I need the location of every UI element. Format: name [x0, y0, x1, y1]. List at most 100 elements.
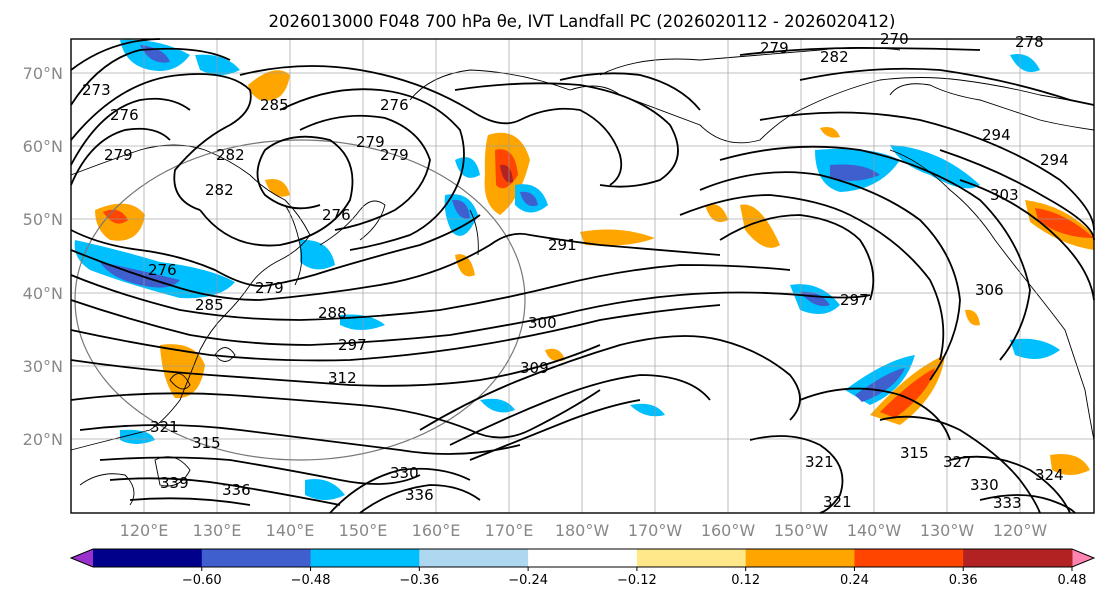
contour-line — [949, 455, 1071, 514]
shade-blob-positive — [705, 204, 728, 223]
lon-tick-label: 180°W — [555, 521, 610, 540]
shade-blob-positive — [965, 309, 980, 326]
contour-line — [799, 67, 1095, 106]
contour-label: 330 — [390, 464, 419, 482]
contour-line — [70, 47, 231, 106]
shade-blob-negative — [855, 368, 905, 402]
contour-label: 282 — [820, 48, 849, 66]
contour-line — [70, 232, 721, 301]
contour-line — [70, 214, 481, 287]
shade-blob-negative — [120, 429, 155, 444]
shade-blob-negative — [452, 199, 470, 219]
lat-tick-label: 20°N — [23, 430, 63, 449]
contour-line — [199, 135, 354, 247]
contour-line — [799, 387, 951, 441]
contour-label: 336 — [405, 486, 434, 504]
contour-line — [699, 171, 961, 381]
contour-label: 333 — [993, 494, 1022, 512]
shade-blob-positive — [1050, 454, 1090, 475]
contour-line — [449, 374, 711, 446]
contour-label: 276 — [110, 106, 139, 124]
colorbar-outline — [69, 548, 1096, 568]
contour-line — [749, 435, 844, 514]
contour-line — [70, 264, 791, 321]
map-background — [71, 39, 1094, 513]
contour-line — [109, 477, 341, 506]
contour-line — [70, 389, 601, 439]
shade-blob-positive — [500, 164, 513, 183]
shade-blob-negative — [1010, 338, 1060, 359]
contour-line — [70, 127, 171, 186]
map-panel: 273 276 279 282 285 276 279 282 276 279 … — [70, 30, 1095, 514]
contour-label: 282 — [205, 181, 234, 199]
colorbar-tick-label: 0.12 — [731, 573, 760, 588]
contour-label: 315 — [900, 444, 929, 462]
contour-label: 273 — [82, 81, 111, 99]
colorbar-tick-label: −0.24 — [508, 573, 548, 588]
lat-tick-label: 60°N — [23, 137, 63, 156]
contour-line — [759, 111, 1095, 231]
graticule — [71, 39, 1094, 513]
colorbar-extend-high — [1072, 549, 1094, 567]
shade-blob-positive — [455, 254, 475, 277]
contour-line — [239, 65, 623, 186]
shade-blob-negative — [830, 164, 880, 181]
lon-tick-label: 120°E — [120, 521, 169, 540]
colorbar-segment — [201, 549, 312, 567]
contour-line — [70, 304, 721, 362]
contour-line — [454, 82, 679, 188]
contour-label: 297 — [840, 291, 869, 309]
contour-line — [70, 291, 871, 346]
contour-line — [469, 399, 641, 461]
colorbar-tick-label: −0.12 — [617, 573, 657, 588]
shade-blob-positive — [820, 127, 840, 138]
contour-label: 279 — [255, 279, 284, 297]
contour-label: 300 — [528, 314, 557, 332]
map-frame — [70, 38, 1095, 514]
contour-line — [939, 149, 1095, 241]
contour-line — [719, 214, 875, 301]
lon-tick-label: 130°W — [920, 521, 975, 540]
colorbar-segment — [854, 549, 964, 567]
shade-blob-negative — [480, 398, 515, 413]
contour-labels: 273 276 279 282 285 276 279 282 276 279 … — [82, 30, 1069, 512]
lon-tick-label: 150°E — [339, 521, 388, 540]
lon-tick-label: 160°E — [412, 521, 461, 540]
contour-line — [99, 456, 421, 485]
lon-tick-label: 140°W — [847, 521, 902, 540]
shade-blob-negative — [305, 479, 345, 500]
colorbar-segment — [93, 549, 203, 567]
contour-label: 312 — [328, 369, 357, 387]
contour-label: 276 — [380, 96, 409, 114]
lon-tick-label: 160°W — [701, 521, 756, 540]
contour-line — [979, 494, 1076, 514]
contour-label: 321 — [805, 453, 834, 471]
contour-label: 279 — [356, 133, 385, 151]
colorbar-segment — [528, 549, 638, 567]
contour-label: 330 — [970, 476, 999, 494]
contour-label: 297 — [338, 336, 367, 354]
figure-title: 2026013000 F048 700 hPa θe, IVT Landfall… — [269, 12, 896, 31]
colorbar-segment — [419, 549, 529, 567]
shade-blob-positive — [880, 368, 935, 418]
contour-line — [719, 145, 1031, 361]
lon-tick-label: 130°E — [193, 521, 242, 540]
colorbar-tick-label: −0.36 — [399, 573, 439, 588]
colorbar-segment — [745, 549, 855, 567]
colorbar-tick-label: 0.36 — [949, 573, 978, 588]
contour-label: 285 — [195, 296, 224, 314]
contour-line — [359, 484, 481, 514]
shade-blob-positive — [103, 209, 128, 224]
shade-blob-positive — [580, 229, 655, 246]
contour-label: 321 — [823, 493, 852, 511]
colorbar-segment — [636, 549, 747, 567]
contour-label: 279 — [104, 146, 133, 164]
shade-blob-positive — [265, 179, 290, 197]
contour-line — [679, 194, 945, 361]
contour-line — [739, 47, 981, 56]
contour-line — [959, 179, 1095, 301]
shade-blob-positive — [248, 70, 290, 101]
lat-tick-label: 50°N — [23, 210, 63, 229]
lat-tick-label: 70°N — [23, 64, 63, 83]
contour-line — [279, 88, 465, 251]
